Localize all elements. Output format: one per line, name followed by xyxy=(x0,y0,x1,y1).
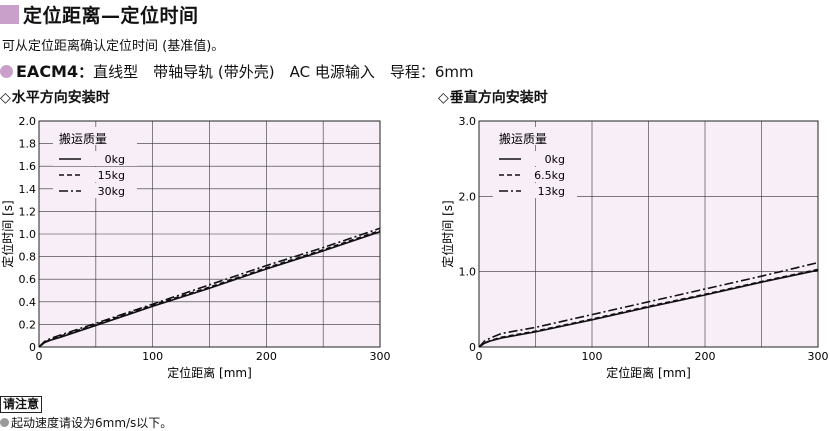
x-tick-label: 200 xyxy=(695,350,716,363)
section-label-vertical: 垂直方向安装时 xyxy=(449,90,548,106)
title-square-icon xyxy=(0,4,19,24)
series-line xyxy=(38,229,381,348)
diamond-icon: ◇ xyxy=(438,90,449,106)
y-tick-label: 0.4 xyxy=(19,296,37,309)
legend-entry: 0kg xyxy=(545,153,565,166)
y-tick-label: 1.0 xyxy=(19,228,37,241)
legend-entry: 30kg xyxy=(98,185,125,198)
y-axis-label: 定位时间 [s] xyxy=(0,200,15,267)
x-tick-label: 200 xyxy=(256,350,277,363)
y-tick-label: 0.8 xyxy=(19,251,37,264)
section-heading-horizontal: ◇水平方向安装时 xyxy=(0,87,110,107)
y-tick-label: 0 xyxy=(469,341,476,354)
caution-label: 请注意 xyxy=(0,396,43,413)
note-bullet-icon xyxy=(0,418,9,427)
x-tick-label: 300 xyxy=(808,350,829,363)
model-row: EACM4 ： 直线型 带轴导轨 (带外壳) AC 电源输入 导程：6mm xyxy=(0,61,474,82)
y-tick-label: 0.2 xyxy=(19,318,37,331)
y-tick-label: 1.8 xyxy=(19,138,37,151)
y-tick-label: 1.6 xyxy=(19,160,37,173)
legend-entry: 6.5kg xyxy=(534,169,565,182)
section-heading-vertical: ◇垂直方向安装时 xyxy=(438,87,548,107)
series-line xyxy=(478,268,819,348)
page-subtitle: 可从定位距离确认定位时间 (基准值)。 xyxy=(2,39,225,54)
x-tick-label: 100 xyxy=(582,350,603,363)
y-tick-label: 0 xyxy=(29,341,36,354)
chart-horizontal: 0 0.2 0.4 0.6 0.8 1.0 1.2 1.4 1.6 1.8 2.0 0 100 200 30… xyxy=(0,115,391,380)
y-tick-label: 2.0 xyxy=(19,115,37,128)
legend-entry: 15kg xyxy=(98,169,125,182)
diamond-icon: ◇ xyxy=(0,90,11,106)
legend-entry-bg xyxy=(53,167,137,182)
y-axis-label: 定位时间 [s] xyxy=(440,200,455,267)
section-label-horizontal: 水平方向安装时 xyxy=(11,90,110,106)
legend-title-bg xyxy=(493,127,577,145)
legend-entry-bg xyxy=(493,151,577,166)
chart-vertical: 0 1.0 2.0 3.0 0 100 200 300 定位距离 [mm] 定位时间 [s] 搬运质… xyxy=(440,115,829,380)
x-tick-label: 0 xyxy=(476,350,483,363)
page-title-row: 定位距离—定位时间 xyxy=(0,0,199,28)
y-tick-label: 2.0 xyxy=(459,190,477,203)
legend-entry-bg xyxy=(493,183,577,198)
x-axis-label: 定位距离 [mm] xyxy=(606,365,691,380)
model-separator: ： xyxy=(78,63,94,81)
model-name: EACM4 xyxy=(16,62,79,81)
caution-note-text: 起动速度请设为6mm/s以下。 xyxy=(11,416,173,430)
y-tick-label: 1.4 xyxy=(19,183,37,196)
y-tick-label: 0.6 xyxy=(19,273,37,286)
legend-entry-bg xyxy=(53,151,137,166)
page-title: 定位距离—定位时间 xyxy=(23,4,199,27)
x-axis-label: 定位距离 [mm] xyxy=(167,365,252,380)
legend-entry: 0kg xyxy=(105,153,125,166)
plot-border xyxy=(478,120,819,348)
legend-entry-bg xyxy=(53,183,137,198)
x-tick-label: 300 xyxy=(370,350,391,363)
caution-note: 起动速度请设为6mm/s以下。 xyxy=(0,414,172,431)
legend-title: 搬运质量 xyxy=(499,131,547,146)
x-tick-label: 0 xyxy=(36,350,43,363)
legend-entry-bg xyxy=(493,167,577,182)
model-bullet-icon xyxy=(0,65,13,78)
y-tick-label: 1.0 xyxy=(459,266,477,279)
legend-title-bg xyxy=(53,127,137,145)
y-tick-label: 3.0 xyxy=(459,115,477,128)
plot-border xyxy=(38,120,381,348)
model-description: 直线型 带轴导轨 (带外壳) AC 电源输入 导程：6mm xyxy=(93,63,474,81)
series-line xyxy=(38,227,381,348)
legend-entry: 13kg xyxy=(538,185,565,198)
y-tick-label: 1.2 xyxy=(19,205,37,218)
legend-title: 搬运质量 xyxy=(59,131,107,146)
series-line xyxy=(478,261,819,348)
x-tick-label: 100 xyxy=(142,350,163,363)
